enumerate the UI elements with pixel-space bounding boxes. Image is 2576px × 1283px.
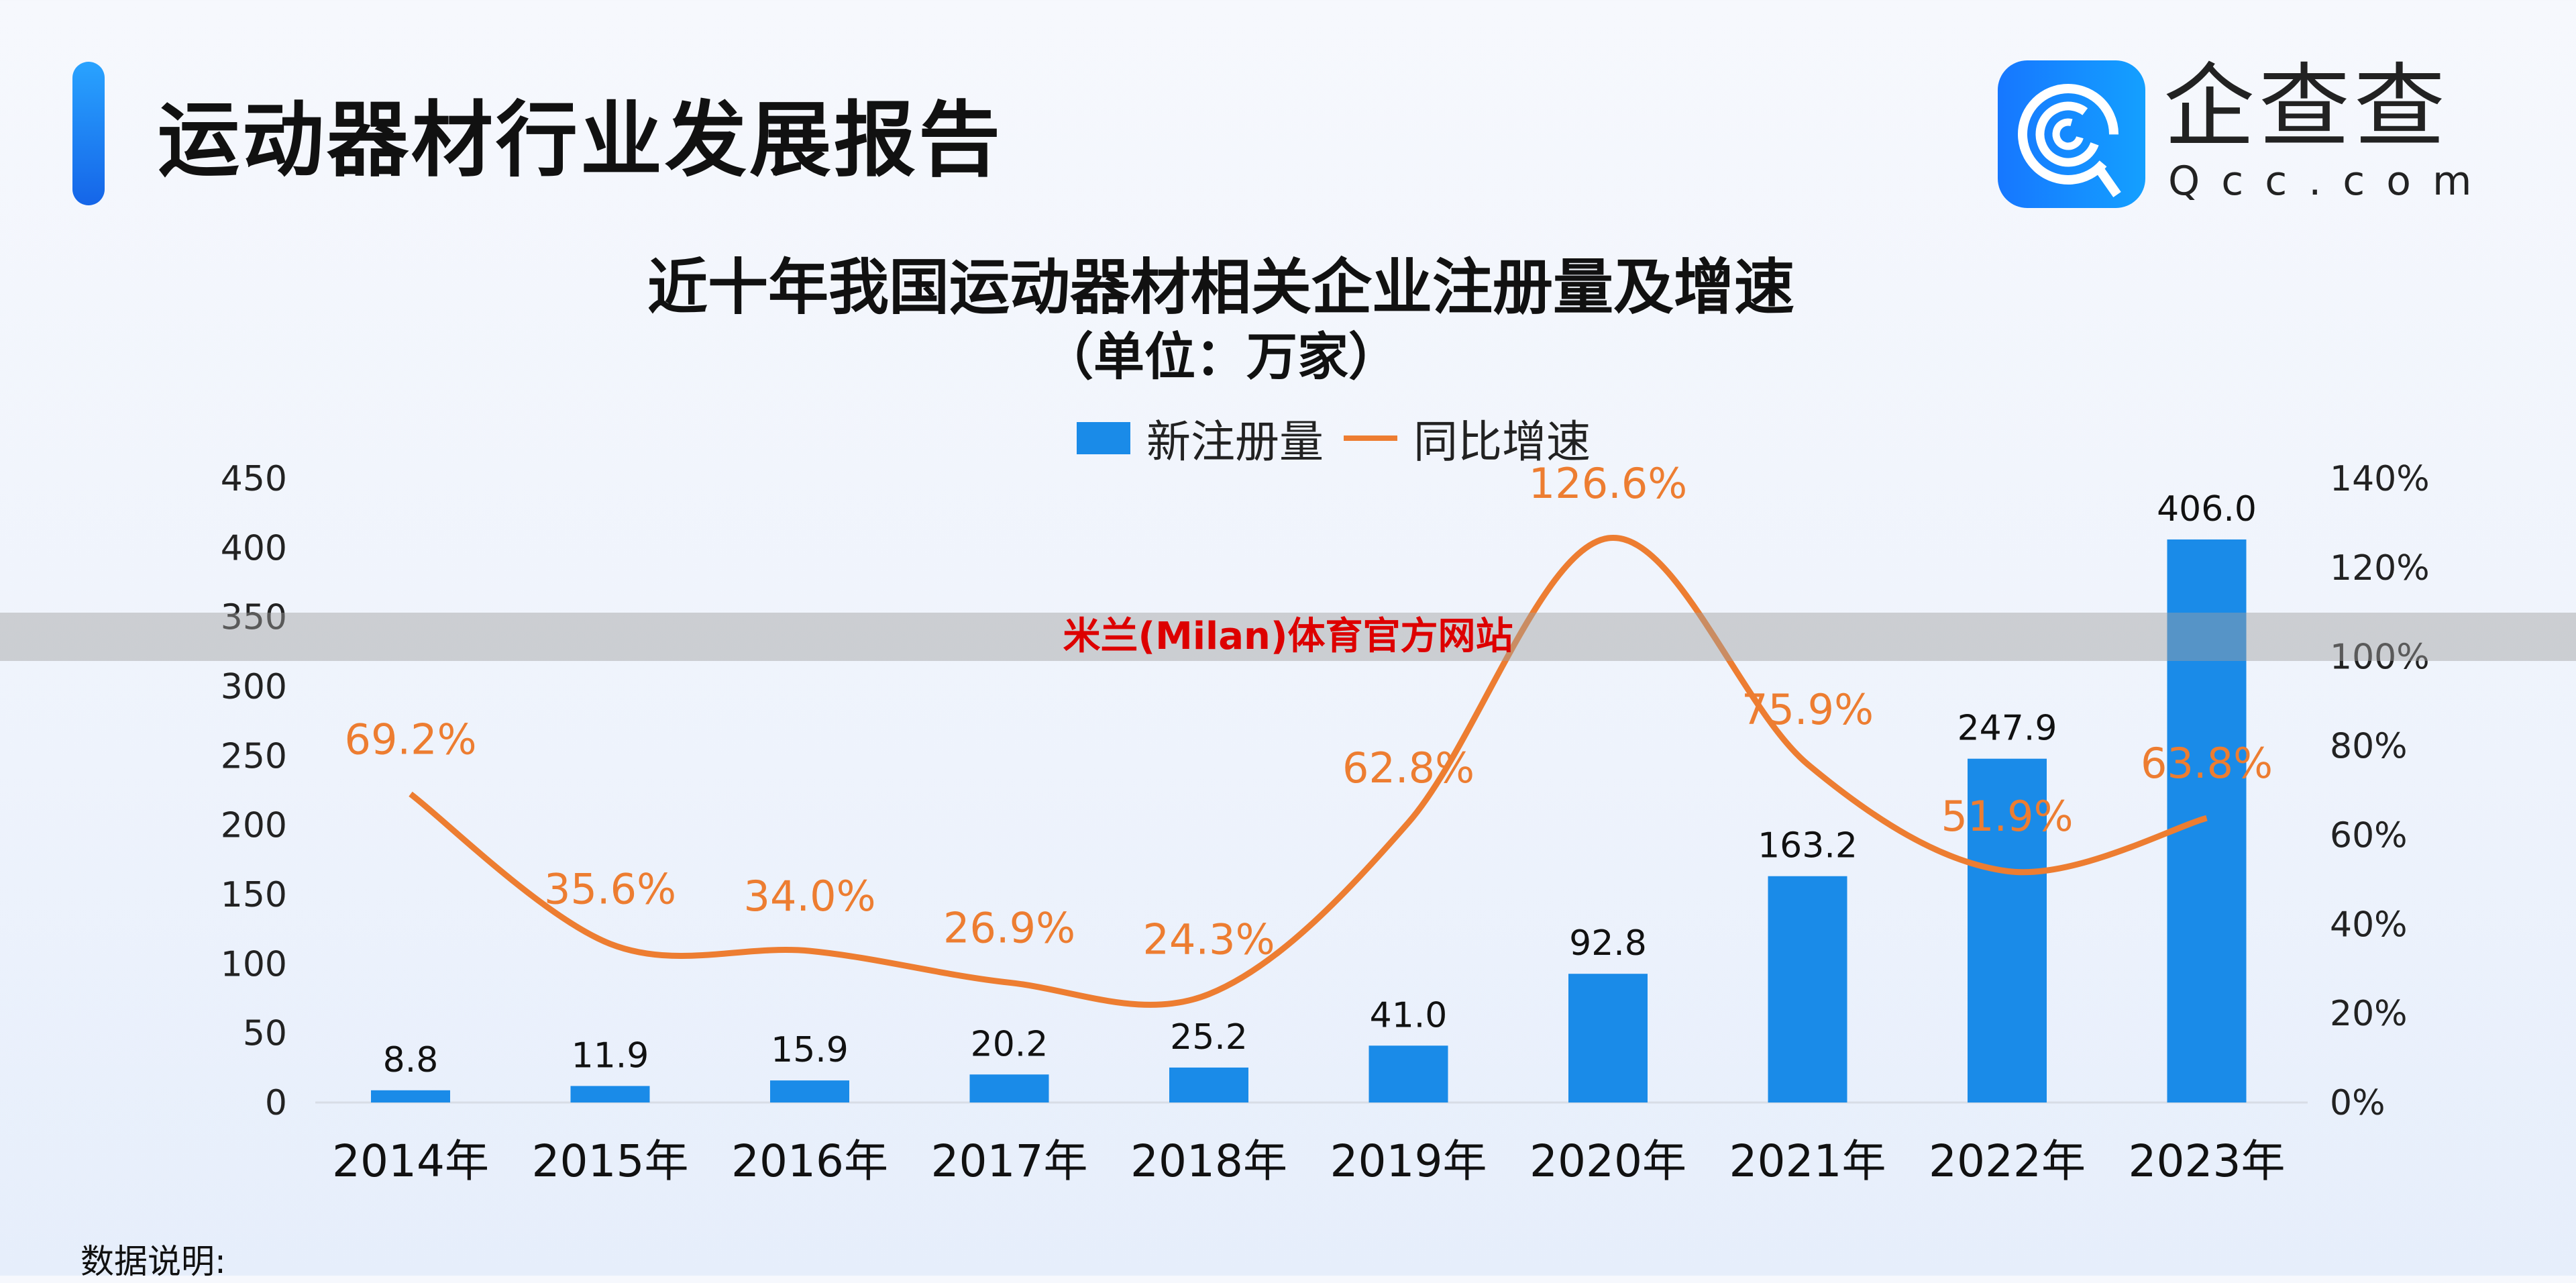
bar xyxy=(1568,974,1648,1102)
right-axis-tick: 60% xyxy=(2330,815,2408,856)
x-axis-tick: 2019年 xyxy=(1330,1135,1487,1187)
bar-data-label: 8.8 xyxy=(383,1040,439,1080)
bar xyxy=(1968,758,2047,1102)
x-axis-tick: 2014年 xyxy=(332,1135,489,1187)
left-axis-tick: 0 xyxy=(265,1083,287,1123)
bar xyxy=(770,1080,849,1102)
x-axis-tick: 2022年 xyxy=(1929,1135,2086,1187)
right-axis-tick: 100% xyxy=(2330,637,2430,678)
legend: 新注册量 同比增速 xyxy=(1077,406,1591,470)
bar-data-label: 11.9 xyxy=(572,1035,649,1076)
legend-bar-label: 新注册量 xyxy=(1146,416,1324,468)
left-axis-tick: 250 xyxy=(221,736,287,776)
data-note: 数据说明: xyxy=(80,1242,226,1281)
chart-title: 近十年我国运动器材相关企业注册量及增速 xyxy=(647,252,1794,323)
line-data-label: 35.6% xyxy=(544,865,676,914)
x-axis-tick: 2015年 xyxy=(532,1135,689,1187)
x-axis-tick: 2020年 xyxy=(1529,1135,1686,1187)
bar xyxy=(1368,1045,1448,1102)
right-axis-tick: 0% xyxy=(2330,1083,2385,1123)
growth-line xyxy=(409,535,2208,1008)
left-axis-tick: 300 xyxy=(221,667,287,707)
bar xyxy=(969,1074,1049,1102)
qcc-logo-icon xyxy=(1998,60,2145,208)
line-data-label: 24.3% xyxy=(1143,915,1275,964)
bar-data-label: 41.0 xyxy=(1370,995,1448,1035)
line-data-label: 75.9% xyxy=(1741,685,1874,734)
line-data-label: 126.6% xyxy=(1529,459,1687,508)
brand-domain: Qcc.com xyxy=(2168,158,2493,205)
bar xyxy=(570,1086,650,1102)
left-axis-tick: 150 xyxy=(221,875,287,915)
x-axis-tick: 2018年 xyxy=(1130,1135,1287,1187)
bar-data-label: 15.9 xyxy=(771,1030,849,1070)
line-data-label: 51.9% xyxy=(1941,792,2074,841)
line-data-label: 62.8% xyxy=(1342,743,1474,792)
watermark-band xyxy=(0,613,2576,661)
x-axis-tick: 2016年 xyxy=(731,1135,888,1187)
left-axis-tick: 350 xyxy=(221,598,287,638)
bar xyxy=(371,1090,450,1102)
watermark-text: 米兰(Milan)体育官方网站 xyxy=(1063,615,1513,658)
legend-line-label: 同比增速 xyxy=(1413,416,1591,468)
right-axis-tick: 80% xyxy=(2330,727,2408,767)
line-data-label: 69.2% xyxy=(345,715,477,764)
line-data-label: 63.8% xyxy=(2141,739,2273,788)
bar-data-label: 163.2 xyxy=(1758,826,1858,866)
x-axis-tick: 2023年 xyxy=(2129,1135,2286,1187)
right-axis-tick: 120% xyxy=(2330,548,2430,588)
brand-name: 企查查 xyxy=(2163,54,2449,160)
right-axis-tick: 140% xyxy=(2330,459,2430,499)
left-axis-tick: 50 xyxy=(243,1014,287,1054)
chart-subtitle: （单位：万家） xyxy=(1042,327,1399,387)
right-axis-tick: 20% xyxy=(2330,994,2408,1034)
bar-data-label: 20.2 xyxy=(971,1024,1049,1064)
left-axis-tick: 100 xyxy=(221,944,287,984)
bar-data-label: 92.8 xyxy=(1569,923,1647,964)
bar-data-label: 406.0 xyxy=(2157,489,2257,529)
bar-data-label: 25.2 xyxy=(1170,1017,1248,1058)
legend-line-swatch xyxy=(1344,435,1397,441)
line-data-label: 34.0% xyxy=(744,872,876,921)
header-accent-bar xyxy=(72,62,105,205)
left-axis-tick: 400 xyxy=(221,528,287,568)
left-axis-tick: 200 xyxy=(221,806,287,846)
bar xyxy=(1169,1067,1248,1102)
x-axis-tick: 2017年 xyxy=(931,1135,1088,1187)
left-axis-tick: 450 xyxy=(221,459,287,499)
page-title: 运动器材行业发展报告 xyxy=(158,93,1003,188)
right-axis-tick: 40% xyxy=(2330,905,2408,945)
bar-data-label: 247.9 xyxy=(1957,709,2057,749)
x-axis-tick: 2021年 xyxy=(1729,1135,1886,1187)
bar xyxy=(1768,876,1847,1102)
line-data-label: 26.9% xyxy=(943,903,1075,952)
legend-bar-swatch xyxy=(1077,422,1130,454)
